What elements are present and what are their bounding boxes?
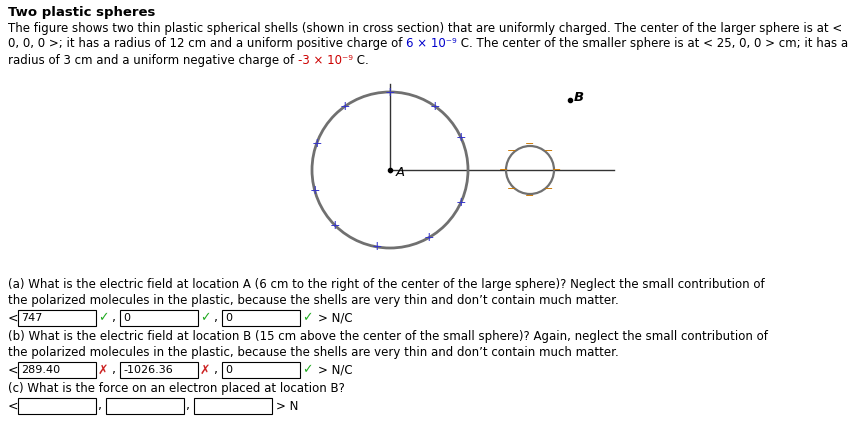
Text: 0: 0 — [123, 313, 130, 323]
Text: C. The center of the smaller sphere is at < 25, 0, 0 > cm; it has a: C. The center of the smaller sphere is a… — [457, 37, 848, 50]
Text: ✗: ✗ — [200, 364, 210, 377]
Text: +: + — [311, 137, 322, 150]
Text: the polarized molecules in the plastic, because the shells are very thin and don: the polarized molecules in the plastic, … — [8, 346, 618, 359]
Text: (c) What is the force on an electron placed at location B?: (c) What is the force on an electron pla… — [8, 382, 345, 395]
Text: ✓: ✓ — [302, 364, 312, 377]
Text: 289.40: 289.40 — [21, 365, 61, 375]
Text: A: A — [396, 166, 405, 179]
Text: the polarized molecules in the plastic, because the shells are very thin and don: the polarized molecules in the plastic, … — [8, 294, 618, 307]
Text: -1026.36: -1026.36 — [123, 365, 173, 375]
Text: −: − — [525, 191, 535, 202]
Text: +: + — [330, 218, 340, 232]
Text: −: − — [544, 147, 554, 156]
Text: +: + — [371, 240, 381, 254]
Text: Two plastic spheres: Two plastic spheres — [8, 6, 156, 19]
Text: <: < — [8, 400, 18, 412]
Text: +: + — [455, 131, 466, 143]
Text: +: + — [455, 196, 466, 210]
Text: −: − — [499, 165, 509, 175]
Text: radius of 3 cm and a uniform negative charge of: radius of 3 cm and a uniform negative ch… — [8, 54, 298, 67]
Text: +: + — [385, 86, 395, 99]
Text: ✗: ✗ — [98, 364, 108, 377]
Text: ,: , — [112, 364, 116, 377]
Text: −: − — [507, 147, 516, 156]
Text: +: + — [424, 231, 434, 244]
FancyBboxPatch shape — [18, 362, 96, 378]
FancyBboxPatch shape — [106, 398, 184, 414]
Text: +: + — [310, 184, 320, 197]
Text: ,: , — [112, 312, 116, 325]
Text: ✓: ✓ — [302, 312, 312, 325]
Text: 6 × 10⁻⁹: 6 × 10⁻⁹ — [407, 37, 457, 50]
FancyBboxPatch shape — [222, 362, 300, 378]
Text: > N/C: > N/C — [318, 312, 353, 325]
Text: ,: , — [186, 400, 190, 412]
FancyBboxPatch shape — [18, 310, 96, 326]
Text: 0: 0 — [225, 313, 232, 323]
FancyBboxPatch shape — [222, 310, 300, 326]
Text: −: − — [544, 184, 554, 194]
FancyBboxPatch shape — [120, 362, 198, 378]
Text: > N/C: > N/C — [318, 364, 353, 377]
Text: ,: , — [214, 312, 218, 325]
Text: C.: C. — [353, 54, 368, 67]
Text: (b) What is the electric field at location B (15 cm above the center of the smal: (b) What is the electric field at locati… — [8, 330, 768, 343]
FancyBboxPatch shape — [18, 398, 96, 414]
FancyBboxPatch shape — [120, 310, 198, 326]
FancyBboxPatch shape — [194, 398, 272, 414]
Text: > N: > N — [276, 400, 298, 412]
Text: B: B — [574, 91, 584, 104]
Text: <: < — [8, 312, 18, 325]
Text: +: + — [340, 99, 350, 113]
Text: ,: , — [98, 400, 102, 412]
Text: 0: 0 — [225, 365, 232, 375]
Text: −: − — [525, 139, 535, 149]
Text: −: − — [507, 184, 516, 194]
Text: <: < — [8, 364, 18, 377]
Text: ✓: ✓ — [98, 312, 108, 325]
Text: −: − — [552, 165, 561, 175]
Text: 0, 0, 0 >; it has a radius of 12 cm and a uniform positive charge of: 0, 0, 0 >; it has a radius of 12 cm and … — [8, 37, 407, 50]
Text: ✓: ✓ — [200, 312, 210, 325]
Text: The figure shows two thin plastic spherical shells (shown in cross section) that: The figure shows two thin plastic spheri… — [8, 22, 843, 35]
Text: 747: 747 — [21, 313, 42, 323]
Text: ,: , — [214, 364, 218, 377]
Text: -3 × 10⁻⁹: -3 × 10⁻⁹ — [298, 54, 353, 67]
Text: (a) What is the electric field at location A (6 cm to the right of the center of: (a) What is the electric field at locati… — [8, 278, 765, 291]
Text: +: + — [429, 99, 440, 113]
